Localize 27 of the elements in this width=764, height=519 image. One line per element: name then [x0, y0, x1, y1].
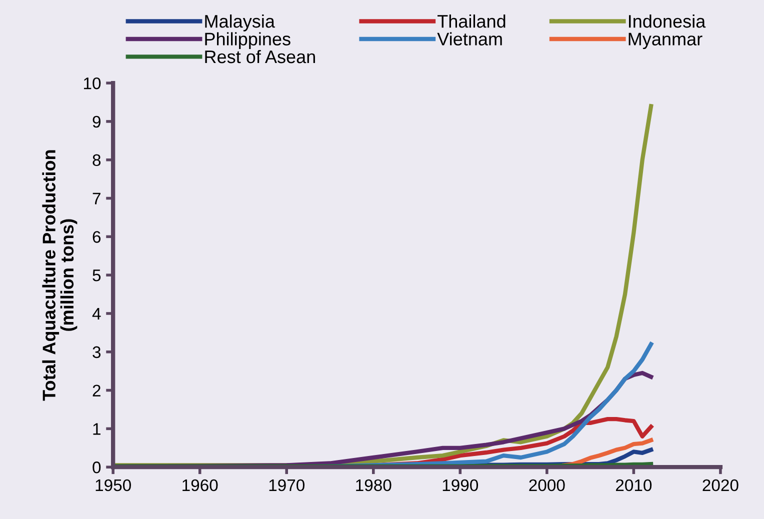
x-tick-label: 1960 — [182, 479, 218, 492]
x-tick-label: 1980 — [356, 479, 392, 492]
x-tick-label: 2000 — [529, 479, 565, 492]
y-tick-label: 4 — [92, 308, 101, 320]
legend-label: Malaysia — [205, 14, 275, 32]
legend-label: Rest of Asean — [205, 50, 315, 64]
x-tick-label: 2020 — [702, 479, 738, 492]
y-tick-label: 7 — [92, 192, 100, 204]
y-tick-label: 5 — [92, 270, 101, 282]
y-tick-label: 6 — [92, 231, 101, 243]
x-tick-label: 1990 — [442, 479, 478, 492]
y-axis-title: Total Aquaculture Production (million tons) — [42, 150, 78, 401]
y-tick-label: 0 — [92, 462, 101, 474]
legend-label: Myanmar — [628, 32, 702, 50]
x-tick-label: 2010 — [616, 479, 652, 492]
x-tick-label: 1950 — [96, 479, 131, 492]
legend-label: Vietnam — [437, 32, 502, 46]
y-tick-label: 10 — [84, 77, 101, 90]
legend-label: Thailand — [438, 14, 506, 28]
y-tick-label: 3 — [92, 346, 101, 358]
y-tick-label: 9 — [92, 116, 100, 128]
legend-label: Indonesia — [629, 14, 706, 28]
y-tick-label: 2 — [92, 384, 100, 396]
x-tick-label: 1970 — [269, 479, 304, 492]
legend-label: Philippines — [205, 32, 290, 50]
y-tick-label: 8 — [92, 154, 101, 166]
y-tick-label: 1 — [93, 423, 100, 435]
